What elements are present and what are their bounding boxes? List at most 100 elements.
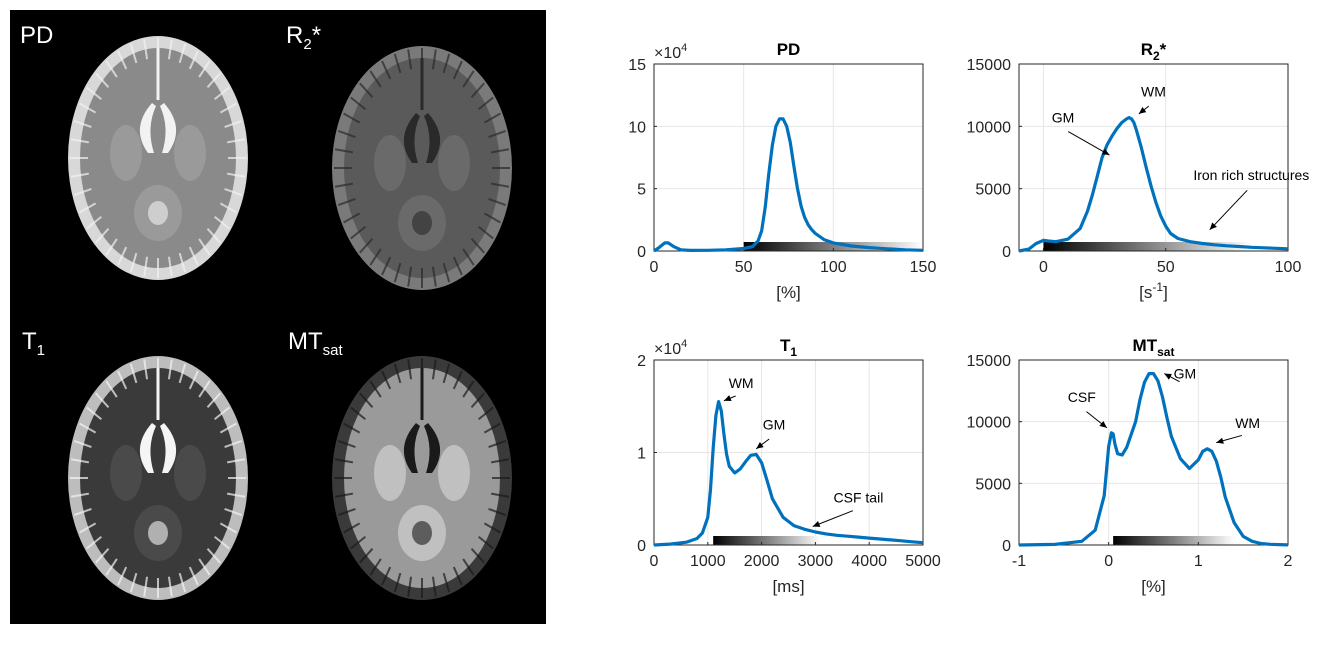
x-axis-label-sup: -1 [1152, 280, 1163, 294]
sulcus [343, 422, 361, 434]
ventricle-left [403, 423, 420, 473]
sulcus [219, 522, 237, 534]
x-tick-label: 5000 [905, 553, 941, 570]
aqueduct [148, 201, 168, 225]
x-tick-label: 1000 [690, 553, 726, 570]
y-tick-label: 5 [637, 182, 646, 199]
axes-box [1018, 359, 1289, 546]
y-tick-label: 10000 [967, 119, 1012, 136]
y-exponent: ×104 [654, 338, 687, 358]
sulcus [224, 119, 243, 129]
axes-box [653, 63, 924, 252]
sulcus [129, 252, 138, 273]
sulcus [226, 172, 246, 178]
sulcus [393, 262, 402, 283]
aqueduct [412, 211, 432, 235]
sulcus [224, 507, 243, 517]
y-tick-label: 2 [637, 353, 646, 370]
sulcus [143, 39, 149, 60]
sulcus [70, 172, 90, 178]
label-pd: PD [20, 22, 54, 49]
sulcus [452, 370, 463, 390]
sulcus [206, 392, 221, 408]
sulcus [442, 53, 451, 74]
y-tick-label: 15 [628, 57, 646, 74]
annotation-label: WM [1235, 415, 1260, 431]
sulcus [381, 60, 392, 80]
sulcus [442, 262, 451, 283]
ventricle-right [424, 113, 441, 163]
sulcus [407, 49, 413, 70]
x-tick-label: 50 [735, 259, 753, 276]
chart-1: 0 50 100 0 5000 10000 15000 R2* [s-1] GM WM Iron ri… [967, 40, 1310, 302]
y-exponent: ×104 [654, 42, 687, 62]
y-tick-label: 1 [637, 446, 646, 463]
sulcus [105, 238, 118, 256]
sulcus [337, 129, 356, 139]
sulcus [105, 60, 118, 78]
annotation-arrow [812, 510, 854, 527]
ventricle-right [160, 103, 177, 153]
sulcus [478, 406, 494, 420]
sulcus [431, 359, 437, 380]
chart-title: R2* [1141, 40, 1167, 63]
x-axis-label: [%] [776, 283, 801, 302]
sulcus [95, 548, 110, 564]
ventricle-left [403, 113, 420, 163]
sulcus [350, 406, 366, 420]
sulcus [224, 439, 243, 449]
sulcus [117, 370, 128, 390]
sulcus [206, 72, 221, 88]
sulcus [381, 566, 392, 586]
label-r2star: R2* [286, 22, 322, 53]
sulcus [178, 572, 187, 593]
sulcus [452, 60, 463, 80]
annotation-arrowhead [1099, 421, 1107, 428]
y-tick-label: 5000 [975, 476, 1011, 493]
chart-title: PD [777, 40, 801, 59]
sulcus [105, 380, 118, 398]
ventricle-right [424, 423, 441, 473]
sulcus [359, 238, 374, 254]
x-axis-label-end: ] [1163, 283, 1168, 302]
sulcus [198, 380, 211, 398]
sulcus [178, 363, 187, 384]
sulcus [488, 197, 507, 207]
sulcus [70, 138, 90, 144]
sulcus [490, 148, 510, 154]
sulcus [188, 370, 199, 390]
sulcus [343, 212, 361, 224]
sulcus [462, 248, 475, 266]
brain-white-matter [344, 368, 500, 588]
brain-white-matter [80, 368, 236, 588]
sulcus [350, 226, 366, 240]
brain-white-matter [344, 58, 500, 278]
label-t1: T1 [22, 328, 46, 359]
y-tick-label: 5000 [975, 182, 1011, 199]
sulcus [219, 202, 237, 214]
annotation-arrowhead [1138, 107, 1147, 114]
ventricle-left [139, 423, 156, 473]
sulcus [393, 363, 402, 384]
sulcus [214, 86, 230, 100]
y-tick-label: 0 [637, 244, 646, 261]
y-tick-label: 15000 [967, 57, 1012, 74]
sulcus [79, 202, 97, 214]
sulcus [393, 572, 402, 593]
label-mtsat: MTsat [288, 328, 343, 359]
sulcus [490, 458, 510, 464]
sulcus [86, 216, 102, 230]
sulcus [407, 359, 413, 380]
sulcus [470, 548, 485, 564]
sulcus [178, 252, 187, 273]
sulcus [334, 492, 354, 498]
chart-2: 0 1000 2000 3000 4000 5000 0 1 2 ×104 T1 [ms] WM GM CS… [637, 336, 941, 596]
axes-box [1018, 63, 1289, 252]
sulcus [462, 558, 475, 576]
sulcus [206, 228, 221, 244]
sulcus [95, 392, 110, 408]
sulcus [95, 72, 110, 88]
basal-ganglia-left [110, 445, 142, 501]
sulcus [79, 522, 97, 534]
chart-title-sub: sat [1157, 345, 1174, 359]
